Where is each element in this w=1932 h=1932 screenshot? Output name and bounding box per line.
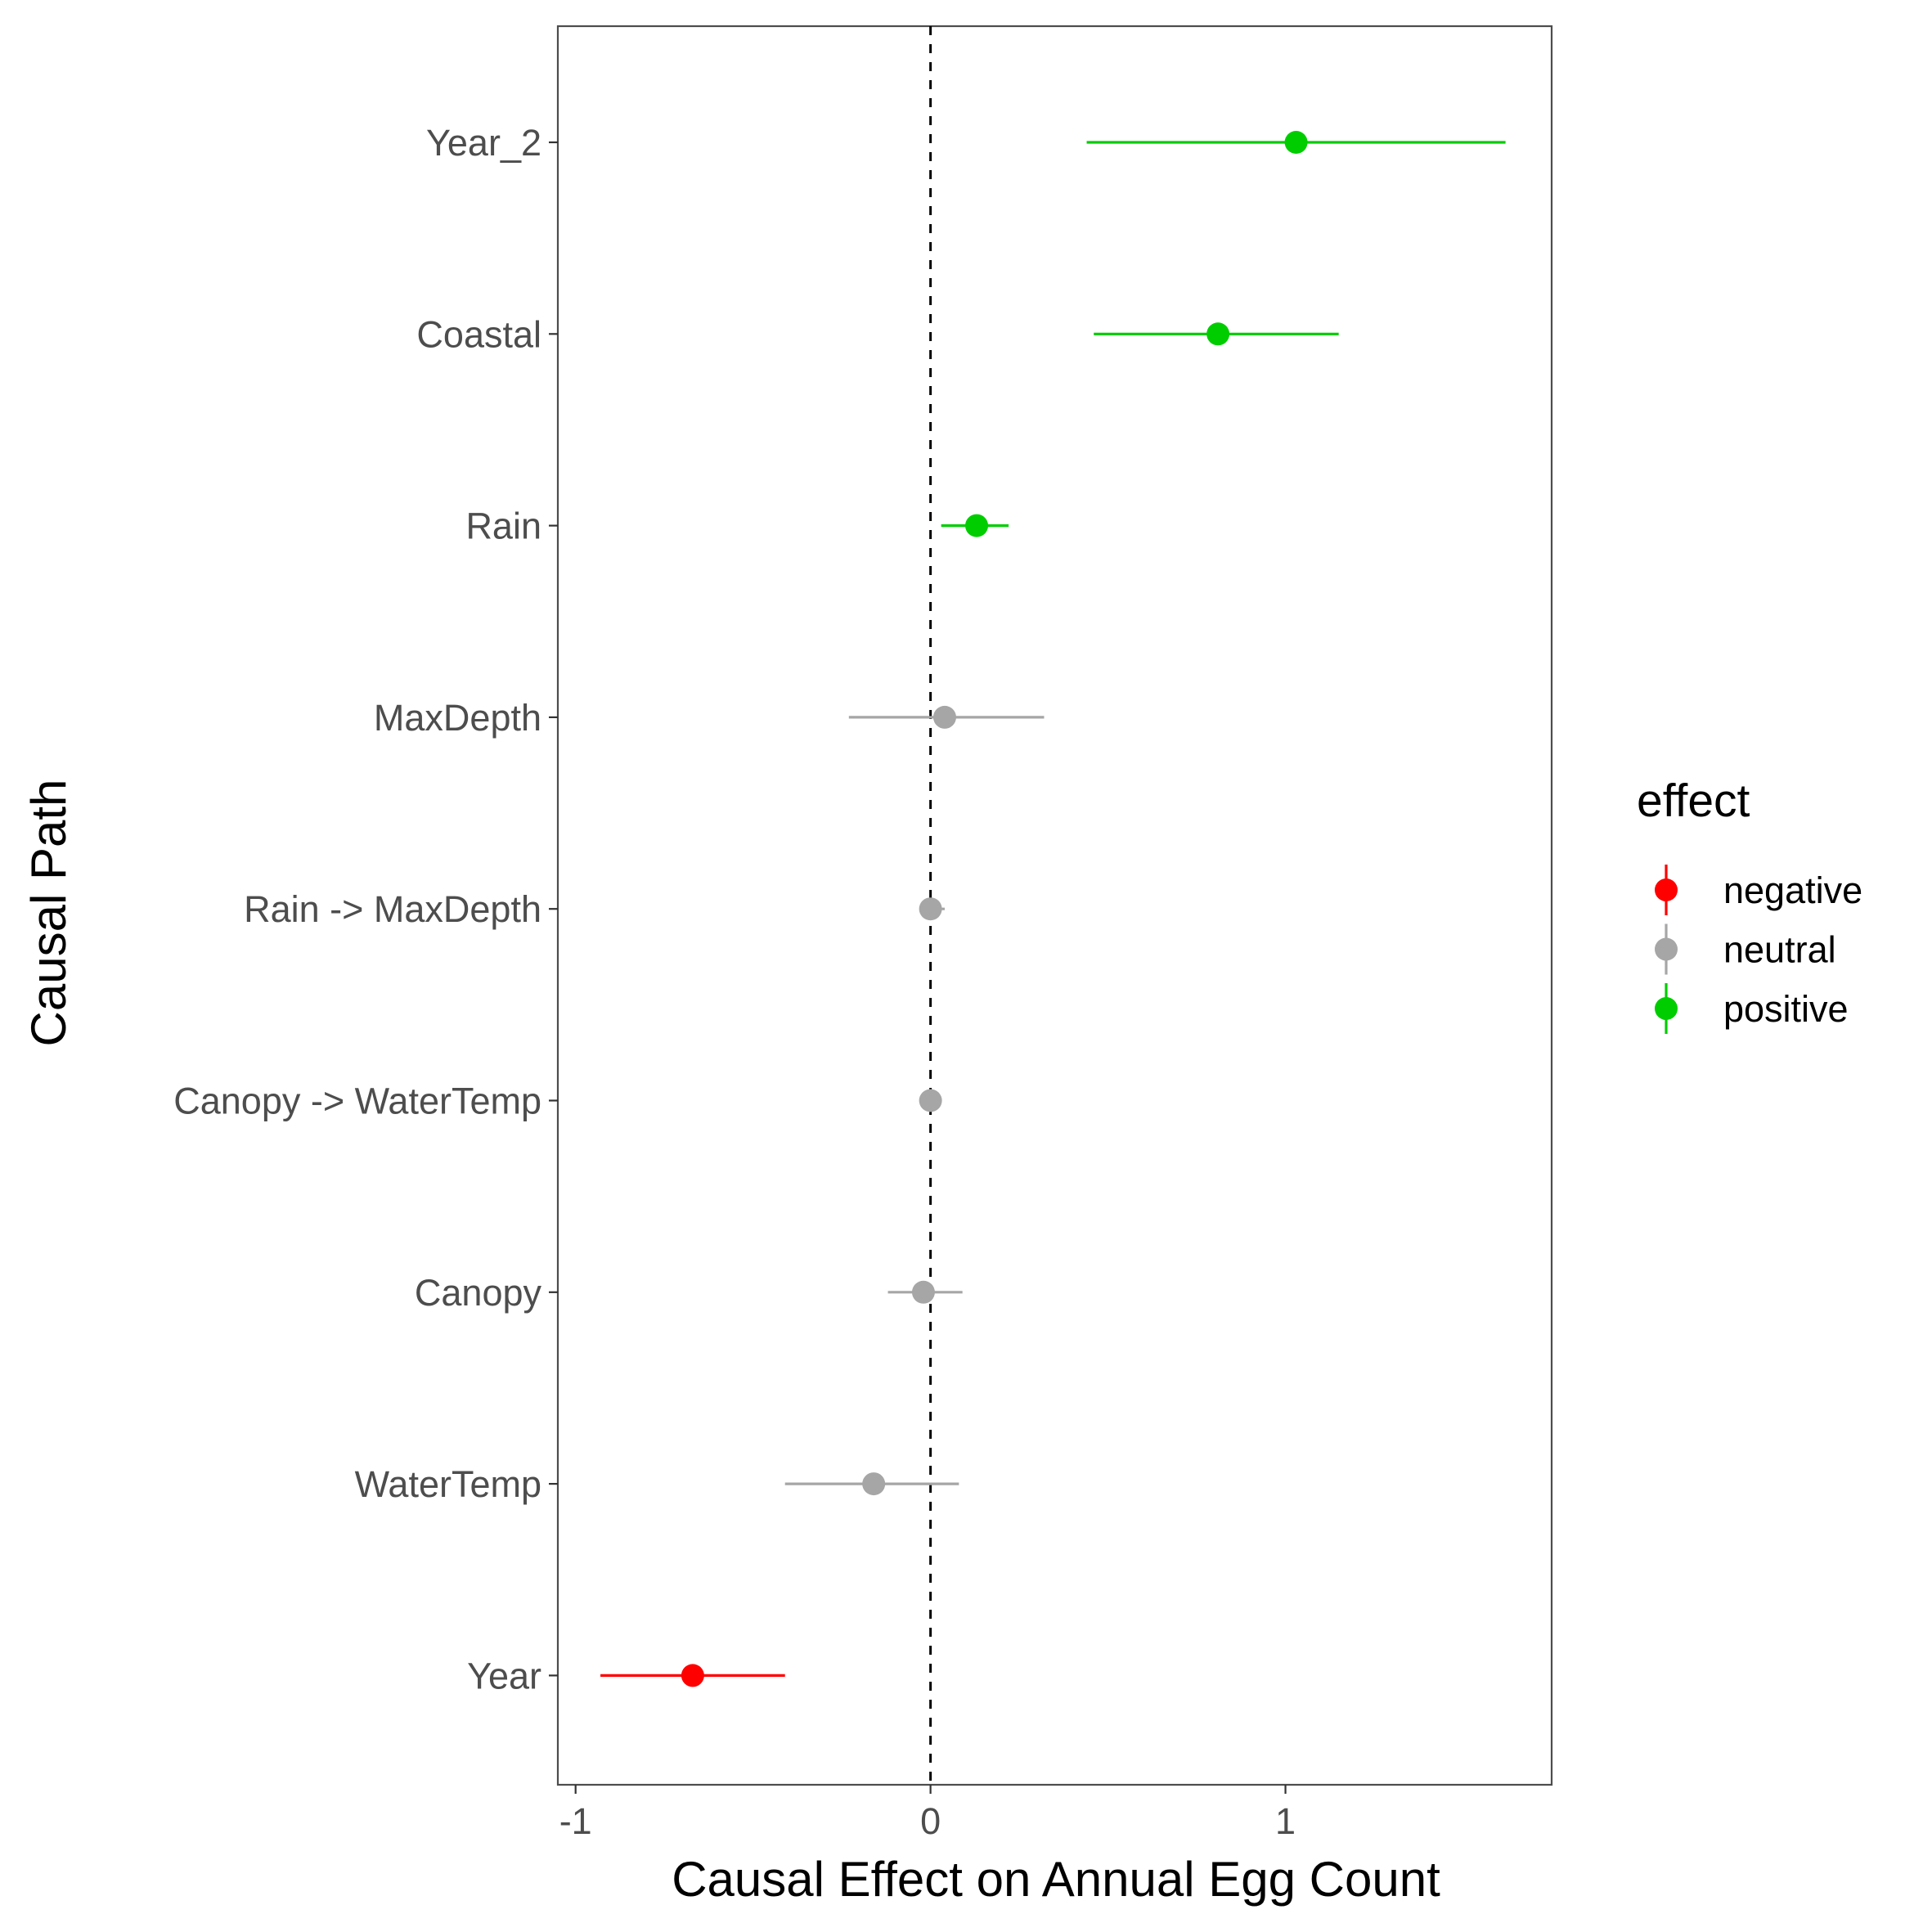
y-tick-label: Canopy (415, 1272, 542, 1314)
data-marks (600, 131, 1506, 1687)
point-estimate (862, 1472, 886, 1496)
legend-item-negative: negative (1655, 865, 1862, 915)
y-tick-label: Rain (465, 505, 541, 547)
legend-key-point (1655, 878, 1678, 901)
legend-key-point (1655, 997, 1678, 1020)
legend-label: neutral (1723, 929, 1836, 971)
legend-key-point (1655, 937, 1678, 961)
y-tick-label: Rain -> MaxDepth (244, 888, 541, 930)
x-tick-label: -1 (559, 1800, 592, 1842)
point-estimate (1206, 322, 1230, 346)
x-tick-label: 1 (1275, 1800, 1296, 1842)
legend-label: negative (1723, 869, 1862, 911)
point-estimate (919, 1089, 942, 1112)
effect-mark (848, 705, 1045, 729)
legend-label: positive (1723, 988, 1849, 1030)
effect-mark (919, 897, 945, 921)
point-estimate (1284, 131, 1308, 154)
plot-panel (556, 25, 1553, 1786)
effect-mark (919, 1089, 942, 1112)
point-estimate (965, 514, 989, 537)
y-tick-label: Coastal (416, 313, 541, 355)
legend-item-positive: positive (1655, 983, 1849, 1034)
x-tick-label: 0 (920, 1800, 941, 1842)
y-tick-label: MaxDepth (374, 697, 541, 739)
y-tick-label: Canopy -> WaterTemp (173, 1081, 541, 1122)
point-estimate (932, 705, 956, 729)
effect-mark (887, 1280, 963, 1304)
effect-mark (1094, 322, 1339, 346)
effect-mark (941, 514, 1009, 537)
effect-mark (600, 1664, 785, 1687)
legend: effect negative neutral positive (1637, 775, 1862, 1034)
y-axis-title: Causal Path (21, 780, 76, 1047)
y-tick-label: Year_2 (426, 122, 541, 164)
y-tick-label: WaterTemp (355, 1463, 541, 1505)
x-axis-title: Causal Effect on Annual Egg Count (672, 1852, 1440, 1907)
y-tick-label: Year (467, 1655, 541, 1696)
legend-item-neutral: neutral (1655, 923, 1836, 975)
point-estimate (911, 1280, 935, 1304)
legend-title: effect (1637, 775, 1750, 827)
y-axis: Year_2 Coastal Rain MaxDepth Rain -> MaxDept… (173, 122, 558, 1696)
point-estimate (681, 1664, 704, 1687)
effect-mark (1086, 131, 1506, 154)
panel-border (556, 25, 1553, 1786)
point-estimate (919, 897, 942, 921)
effect-mark (784, 1472, 959, 1496)
x-axis: -1 0 1 (559, 1785, 1296, 1842)
